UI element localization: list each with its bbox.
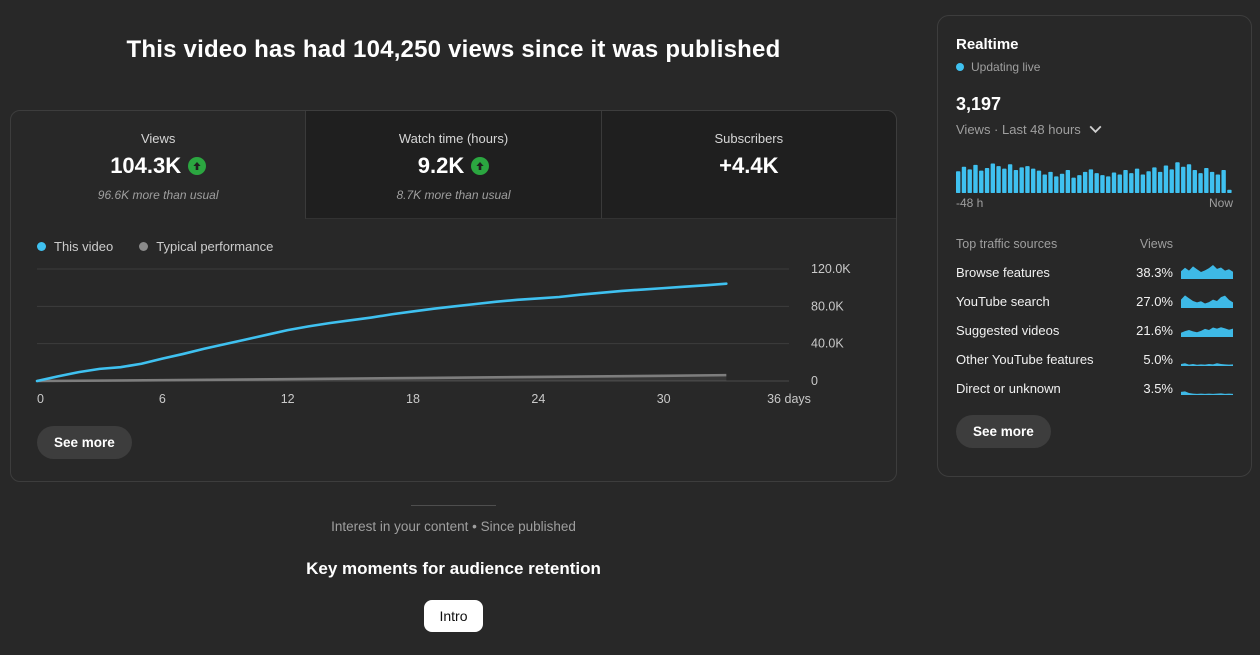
main-column: This video has had 104,250 views since i…	[10, 36, 897, 632]
traffic-source-row: Direct or unknown 3.5%	[956, 380, 1233, 396]
traffic-source-label: Browse features	[956, 264, 1050, 280]
traffic-source-percent: 27.0%	[1136, 293, 1173, 309]
tab-watch-time[interactable]: Watch time (hours) 9.2K 8.7K more than u…	[305, 111, 601, 219]
tab-subscribers-value: +4.4K	[719, 153, 779, 178]
trend-up-icon	[188, 157, 207, 175]
traffic-source-percent: 3.5%	[1143, 380, 1173, 396]
tab-watch-time-value: 9.2K	[306, 153, 600, 179]
realtime-axis: -48 h Now	[956, 196, 1233, 210]
traffic-source-percent: 5.0%	[1143, 351, 1173, 367]
tab-subscribers[interactable]: Subscribers +4.4K	[600, 111, 896, 219]
svg-text:24: 24	[531, 392, 545, 406]
axis-right-label: Now	[1208, 196, 1233, 210]
traffic-source-row: Browse features 38.3%	[956, 264, 1233, 280]
tab-views-value: 104.3K	[11, 153, 305, 179]
realtime-status: Updating live	[956, 60, 1233, 74]
chevron-down-icon	[1089, 125, 1102, 134]
traffic-source-label: Other YouTube features	[956, 351, 1094, 367]
traffic-source-sparkline	[1181, 327, 1233, 337]
traffic-source-sparkline	[1181, 295, 1233, 308]
performance-card: Views 104.3K 96.6K more than usual Watch…	[10, 110, 897, 482]
svg-text:12: 12	[281, 392, 295, 406]
svg-text:36 days: 36 days	[767, 392, 811, 406]
traffic-source-row: Other YouTube features 5.0%	[956, 351, 1233, 367]
tab-views[interactable]: Views 104.3K 96.6K more than usual	[11, 111, 305, 219]
tab-views-note: 96.6K more than usual	[97, 188, 219, 202]
traffic-source-label: YouTube search	[956, 293, 1050, 309]
see-more-button[interactable]: See more	[37, 426, 132, 459]
svg-text:120.0K: 120.0K	[811, 262, 851, 276]
legend-this-video-label: This video	[54, 239, 114, 254]
legend-dot-typical-performance-icon	[139, 242, 149, 251]
trend-up-icon	[471, 157, 490, 175]
legend-this-video[interactable]: This video	[37, 239, 113, 254]
traffic-source-sparkline	[1181, 265, 1233, 279]
tab-subscribers-label: Subscribers	[714, 131, 784, 146]
report-context-label: Interest in your content • Since publish…	[331, 519, 576, 534]
svg-text:40.0K: 40.0K	[811, 337, 844, 351]
traffic-source-label: Suggested videos	[956, 322, 1060, 338]
traffic-source-row: Suggested videos 21.6%	[956, 322, 1233, 338]
realtime-range-selector[interactable]: Views · Last 48 hours	[956, 122, 1233, 137]
traffic-source-percent: 21.6%	[1136, 322, 1173, 338]
traffic-source-percent: 38.3%	[1136, 264, 1173, 280]
svg-text:6: 6	[159, 392, 166, 406]
svg-text:18: 18	[406, 392, 420, 406]
traffic-source-label: Direct or unknown	[956, 380, 1061, 396]
svg-text:0: 0	[37, 392, 44, 406]
metric-tabs: Views 104.3K 96.6K more than usual Watch…	[11, 111, 896, 219]
svg-text:80.0K: 80.0K	[811, 299, 844, 313]
traffic-header-views-label: Views	[1139, 237, 1173, 251]
key-moments-title: Key moments for audience retention	[306, 559, 601, 578]
realtime-status-label: Updating live	[971, 60, 1041, 74]
traffic-source-row: YouTube search 27.0%	[956, 293, 1233, 309]
legend-typical-performance[interactable]: Typical performance	[139, 239, 273, 254]
traffic-sources-list: Browse features 38.3% YouTube search 27.0% S…	[956, 264, 1233, 396]
tab-watch-time-note: 8.7K more than usual	[396, 188, 511, 202]
section-divider	[411, 505, 496, 506]
tab-views-label: Views	[140, 131, 176, 146]
chart-legend: This video Typical performance	[11, 219, 896, 256]
live-dot-icon	[956, 63, 964, 71]
realtime-title: Realtime	[956, 36, 1019, 53]
page-title: This video has had 104,250 views since i…	[126, 36, 781, 63]
svg-text:0: 0	[811, 374, 818, 388]
traffic-source-sparkline	[1181, 363, 1233, 366]
realtime-bars-chart	[956, 159, 1233, 193]
realtime-see-more-button[interactable]: See more	[956, 415, 1051, 448]
realtime-card: Realtime Updating live 3,197 Views · Las…	[937, 15, 1252, 477]
svg-text:30: 30	[657, 392, 671, 406]
traffic-sources-header: Top traffic sources Views	[956, 237, 1233, 251]
legend-dot-this-video-icon	[37, 242, 46, 251]
traffic-header-label: Top traffic sources	[956, 237, 1058, 251]
views-line-chart[interactable]: 0 40.0K 80.0K 120.0K 0 6 12 18 24 30 36 days	[25, 258, 882, 410]
realtime-range-label: Views · Last 48 hours	[956, 122, 1081, 137]
axis-left-label: -48 h	[956, 196, 984, 210]
tab-watch-time-label: Watch time (hours)	[398, 131, 509, 146]
traffic-source-sparkline	[1181, 391, 1233, 395]
legend-typical-performance-label: Typical performance	[156, 239, 274, 254]
intro-chip-button[interactable]: Intro	[424, 600, 483, 632]
realtime-views-value: 3,197	[956, 94, 1002, 114]
